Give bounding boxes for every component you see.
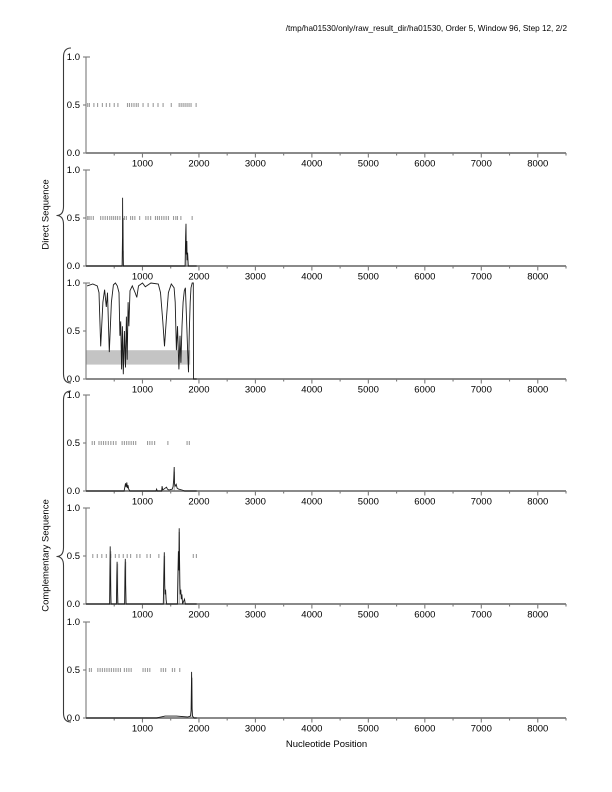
x-tick-label: 7000: [471, 497, 492, 508]
data-line: [86, 282, 197, 380]
x-tick-label: 6000: [414, 159, 435, 170]
x-tick-label: 5000: [358, 610, 379, 621]
x-tick-label: 3000: [245, 497, 266, 508]
x-tick-label: 6000: [414, 385, 435, 396]
subplot-1: 0.0 0.5 1.0 1000 2000 3000 4000 5000 6000 7000 800…: [67, 52, 567, 170]
x-tick-label: 3000: [245, 610, 266, 621]
x-tick-label: 6000: [414, 724, 435, 735]
x-tick-label: 7000: [471, 272, 492, 283]
y-tick-label: 1.0: [67, 617, 80, 628]
x-tick-label: 2000: [188, 272, 209, 283]
x-tick-label: 5000: [358, 385, 379, 396]
x-tick-label: 1000: [132, 159, 153, 170]
brace-complementary-sequence: [56, 390, 72, 723]
x-tick-label: 3000: [245, 159, 266, 170]
subplot-5: 0.0 0.5 1.0 1000 2000 3000 4000 5000 6000 7000 800…: [67, 503, 567, 621]
x-tick-label: 1000: [132, 385, 153, 396]
x-tick-label: 1000: [132, 610, 153, 621]
x-tick-label: 7000: [471, 610, 492, 621]
axes: [83, 621, 567, 723]
y-tick-label: 0.0: [67, 261, 80, 272]
y-tick-label: 0.5: [67, 100, 80, 111]
x-tick-label: 8000: [527, 497, 548, 508]
x-tick-label: 5000: [358, 497, 379, 508]
x-tick-label: 5000: [358, 272, 379, 283]
x-tick-label: 1000: [132, 724, 153, 735]
subplot-3: 0.0 0.5 1.0 1000 2000 3000 4000 5000 6000 7000 800…: [67, 278, 567, 396]
x-tick-label: 3000: [245, 385, 266, 396]
x-tick-label: 2000: [188, 610, 209, 621]
axes: [83, 282, 567, 384]
subplot-6: 0.0 0.5 1.0 1000 2000 3000 4000 5000 6000 7000 800…: [67, 617, 567, 735]
data-line: [86, 528, 197, 605]
x-tick-label: 8000: [527, 159, 548, 170]
y-tick-label: 0.5: [67, 551, 80, 562]
x-tick-label: 4000: [301, 159, 322, 170]
x-tick-label: 2000: [188, 385, 209, 396]
x-tick-label: 3000: [245, 724, 266, 735]
x-tick-label: 6000: [414, 610, 435, 621]
x-tick-label: 8000: [527, 724, 548, 735]
x-tick-label: 7000: [471, 159, 492, 170]
x-tick-label: 4000: [301, 724, 322, 735]
y-tick-label: 1.0: [67, 52, 80, 63]
y-tick-label: 0.5: [67, 213, 80, 224]
x-tick-label: 2000: [188, 724, 209, 735]
x-tick-label: 7000: [471, 724, 492, 735]
significance-band: [86, 350, 191, 365]
x-axis-title: Nucleotide Position: [285, 739, 368, 750]
chart-title: /tmp/ha01530/only/raw_result_dir/ha01530…: [285, 24, 567, 33]
x-tick-label: 2000: [188, 497, 209, 508]
y-tick-label: 1.0: [67, 503, 80, 514]
x-tick-label: 4000: [301, 610, 322, 621]
x-tick-label: 6000: [414, 497, 435, 508]
y-tick-label: 0.5: [67, 665, 80, 676]
x-tick-label: 3000: [245, 272, 266, 283]
data-line: [86, 197, 197, 267]
axes: [83, 169, 567, 271]
x-tick-label: 4000: [301, 272, 322, 283]
y-tick-label: 0.0: [67, 713, 80, 724]
x-tick-label: 5000: [358, 724, 379, 735]
y-tick-label: 1.0: [67, 278, 80, 289]
subplot-4: 0.0 0.5 1.0 1000 2000 3000 4000 5000 6000 7000 800…: [67, 390, 567, 508]
axes: [83, 507, 567, 609]
y-tick-label: 0.0: [67, 486, 80, 497]
axes: [83, 394, 567, 496]
y-tick-label: 1.0: [67, 165, 80, 176]
y-tick-label: 0.5: [67, 326, 80, 337]
x-tick-label: 4000: [301, 497, 322, 508]
y-tick-label: 0.5: [67, 438, 80, 449]
x-tick-label: 2000: [188, 159, 209, 170]
x-tick-label: 8000: [527, 272, 548, 283]
data-line: [86, 671, 197, 719]
x-tick-label: 7000: [471, 385, 492, 396]
x-tick-label: 1000: [132, 497, 153, 508]
x-tick-label: 1000: [132, 272, 153, 283]
axes: [83, 56, 567, 158]
subplot-2: 0.0 0.5 1.0 1000 2000 3000 4000 5000 6000 7000 800…: [67, 165, 567, 283]
brace-direct-sequence: [56, 47, 72, 384]
y-tick-label: 0.0: [67, 374, 80, 385]
y-tick-label: 0.0: [67, 599, 80, 610]
x-tick-label: 6000: [414, 272, 435, 283]
x-tick-label: 8000: [527, 385, 548, 396]
data-line: [86, 466, 197, 492]
x-tick-label: 5000: [358, 159, 379, 170]
y-tick-label: 0.0: [67, 148, 80, 159]
x-tick-label: 4000: [301, 385, 322, 396]
y-tick-label: 1.0: [67, 390, 80, 401]
x-tick-label: 8000: [527, 610, 548, 621]
